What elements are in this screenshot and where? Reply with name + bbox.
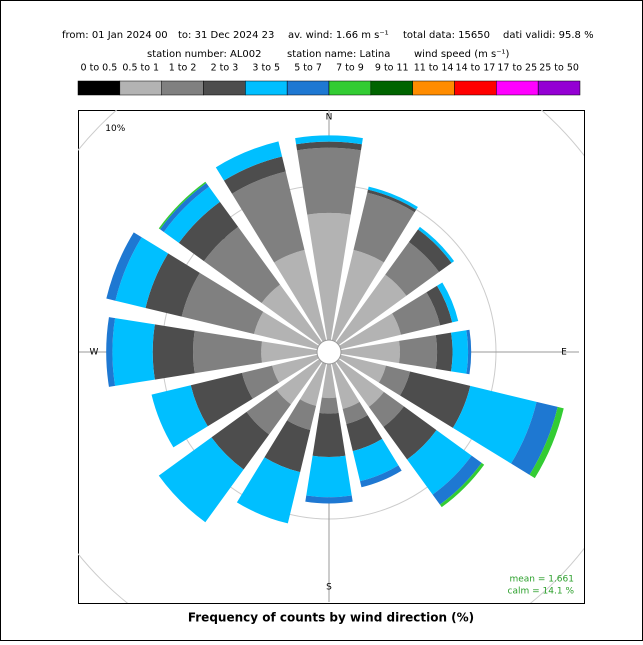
wind-segment xyxy=(153,324,195,379)
wind-segment xyxy=(297,148,361,215)
header-text: wind speed (m s⁻¹) xyxy=(414,49,510,60)
legend-swatch xyxy=(287,81,329,95)
legend-label: 0.5 to 1 xyxy=(122,63,159,74)
header-text: station number: AL002 xyxy=(147,49,262,60)
legend-label: 2 to 3 xyxy=(211,63,239,74)
wind-segment xyxy=(436,333,453,372)
legend-label: 14 to 17 xyxy=(456,63,496,74)
legend-label: 9 to 11 xyxy=(375,63,409,74)
legend-label: 7 to 9 xyxy=(336,63,364,74)
legend-swatch xyxy=(245,81,287,95)
legend-swatch xyxy=(78,81,120,95)
legend-swatch xyxy=(455,81,497,95)
legend-swatch xyxy=(204,81,246,95)
wind-segment xyxy=(193,331,262,374)
direction-label: E xyxy=(561,348,567,358)
wind-segment xyxy=(399,335,437,369)
legend-swatch xyxy=(162,81,204,95)
legend-swatch xyxy=(120,81,162,95)
header-text: station name: Latina xyxy=(287,49,390,60)
header-text: dati validi: 95.8 % xyxy=(503,30,594,41)
chart-title: Frequency of counts by wind direction (%… xyxy=(188,611,474,625)
legend-swatch xyxy=(538,81,580,95)
header-text: total data: 15650 xyxy=(403,30,490,41)
direction-label: W xyxy=(90,348,99,358)
header-text: av. wind: 1.66 m s⁻¹ xyxy=(288,30,389,41)
annotation: calm = 14.1 % xyxy=(508,587,575,597)
legend-swatch xyxy=(329,81,371,95)
legend-label: 11 to 14 xyxy=(414,63,454,74)
legend-label: 1 to 2 xyxy=(169,63,197,74)
legend-label: 25 to 50 xyxy=(539,63,579,74)
legend-label: 17 to 25 xyxy=(497,63,537,74)
wind-segment xyxy=(112,318,154,386)
wind-segment xyxy=(451,330,468,374)
calm-hole xyxy=(317,340,341,364)
legend-swatch xyxy=(413,81,455,95)
header-text: from: 01 Jan 2024 00 xyxy=(62,30,168,41)
wind-segment xyxy=(319,398,338,414)
ring-label: 10% xyxy=(105,124,125,134)
legend-swatch xyxy=(496,81,538,95)
wind-segment xyxy=(313,413,346,457)
annotation: mean = 1.661 xyxy=(509,575,574,585)
direction-label: S xyxy=(326,583,332,593)
direction-label: N xyxy=(326,113,333,123)
header-text: to: 31 Dec 2024 23 xyxy=(178,30,274,41)
legend-label: 0 to 0.5 xyxy=(81,63,118,74)
wind-segment xyxy=(306,456,351,498)
legend-label: 3 to 5 xyxy=(252,63,280,74)
legend-swatch xyxy=(371,81,413,95)
legend-label: 5 to 7 xyxy=(294,63,322,74)
